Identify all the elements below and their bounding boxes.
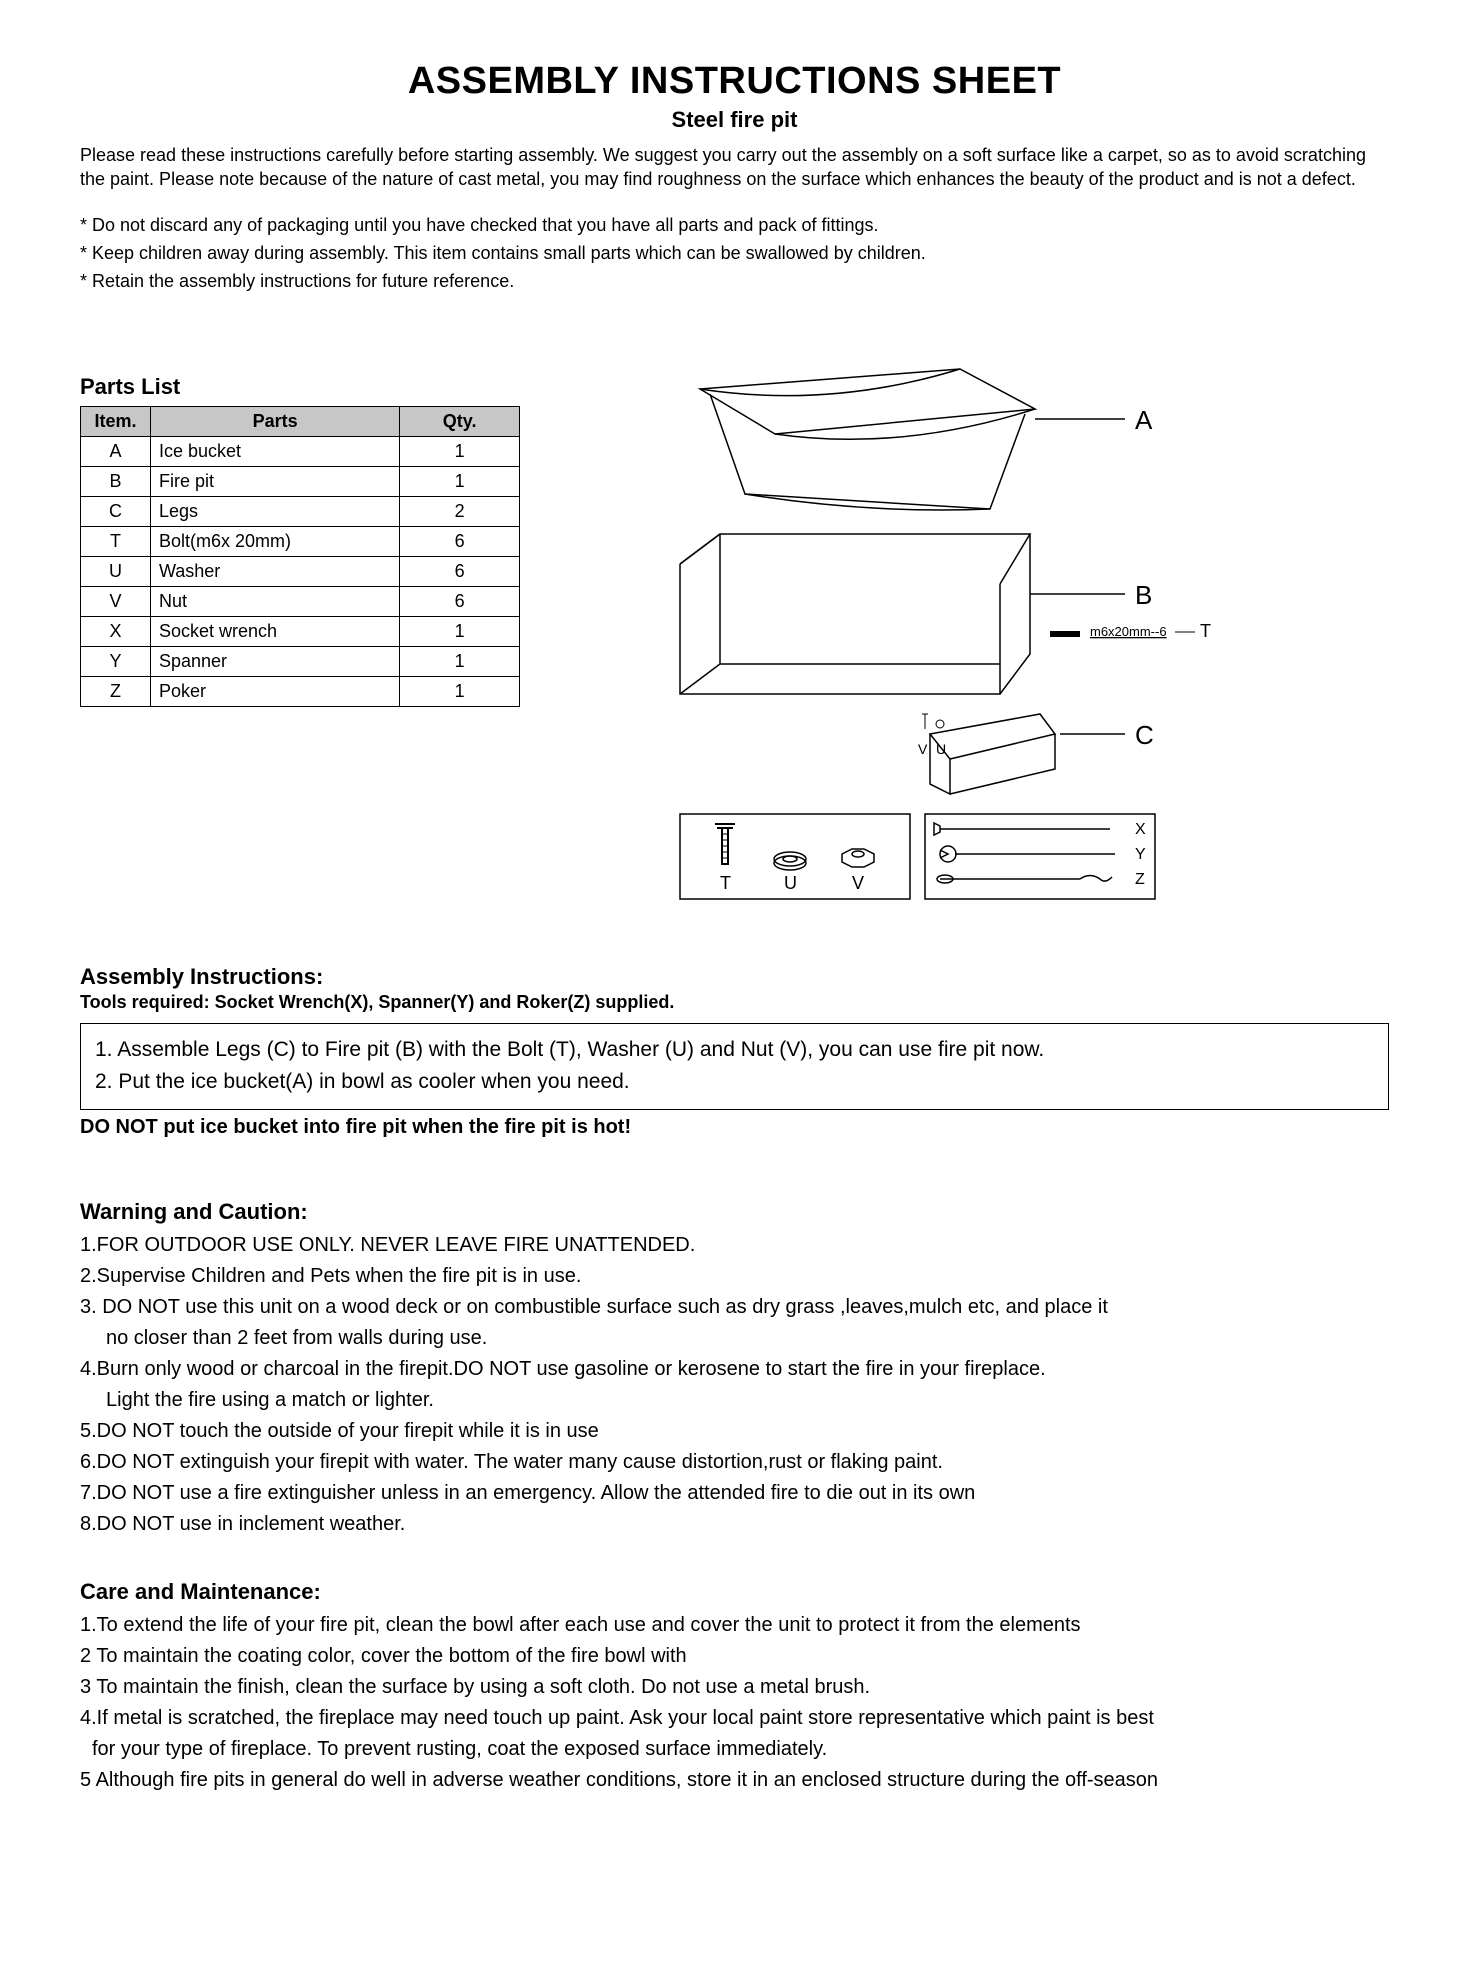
- label-v: V: [852, 873, 864, 893]
- steps-box: 1. Assemble Legs (C) to Fire pit (B) wit…: [80, 1023, 1389, 1110]
- page-subtitle: Steel fire pit: [80, 107, 1389, 133]
- list-line: no closer than 2 feet from walls during …: [80, 1324, 1389, 1353]
- assembly-heading: Assembly Instructions:: [80, 964, 1389, 990]
- parts-column: Parts List Item. Parts Qty. AIce bucket1…: [80, 334, 520, 707]
- list-line: for your type of fireplace. To prevent r…: [80, 1735, 1389, 1764]
- table-row: CLegs2: [81, 496, 520, 526]
- list-line: 4.If metal is scratched, the fireplace m…: [80, 1704, 1389, 1733]
- col-item: Item.: [81, 406, 151, 436]
- label-u: U: [784, 873, 797, 893]
- list-line: Light the fire using a match or lighter.: [80, 1386, 1389, 1415]
- middle-section: Parts List Item. Parts Qty. AIce bucket1…: [80, 334, 1389, 934]
- label-t-line: T: [1200, 621, 1211, 641]
- list-line: 2.Supervise Children and Pets when the f…: [80, 1262, 1389, 1291]
- label-z: Z: [1135, 871, 1145, 888]
- col-qty: Qty.: [400, 406, 520, 436]
- bullet: * Do not discard any of packaging until …: [80, 212, 1389, 238]
- label-b: B: [1135, 580, 1152, 610]
- list-line: 6.DO NOT extinguish your firepit with wa…: [80, 1448, 1389, 1477]
- parts-list-heading: Parts List: [80, 374, 520, 400]
- list-line: 1.To extend the life of your fire pit, c…: [80, 1611, 1389, 1640]
- label-x: X: [1135, 821, 1146, 838]
- list-line: 5 Although fire pits in general do well …: [80, 1766, 1389, 1795]
- page: ASSEMBLY INSTRUCTIONS SHEET Steel fire p…: [0, 0, 1469, 1980]
- table-row: UWasher6: [81, 556, 520, 586]
- table-row: BFire pit1: [81, 466, 520, 496]
- list-line: 2 To maintain the coating color, cover t…: [80, 1642, 1389, 1671]
- table-row: AIce bucket1: [81, 436, 520, 466]
- list-line: 5.DO NOT touch the outside of your firep…: [80, 1417, 1389, 1446]
- precaution-bullets: * Do not discard any of packaging until …: [80, 212, 1389, 294]
- list-line: 3. DO NOT use this unit on a wood deck o…: [80, 1293, 1389, 1322]
- step: 1. Assemble Legs (C) to Fire pit (B) wit…: [95, 1034, 1374, 1067]
- step: 2. Put the ice bucket(A) in bowl as cool…: [95, 1066, 1374, 1099]
- page-title: ASSEMBLY INSTRUCTIONS SHEET: [80, 60, 1389, 103]
- parts-table: Item. Parts Qty. AIce bucket1BFire pit1C…: [80, 406, 520, 707]
- bullet: * Keep children away during assembly. Th…: [80, 240, 1389, 266]
- tools-required: Tools required: Socket Wrench(X), Spanne…: [80, 992, 1389, 1013]
- label-a: A: [1135, 405, 1153, 435]
- diagram-column: A B m6x20mm--6: [580, 334, 1389, 934]
- label-c: C: [1135, 720, 1154, 750]
- label-v-small: V: [918, 741, 928, 757]
- col-parts: Parts: [150, 406, 399, 436]
- bullet: * Retain the assembly instructions for f…: [80, 268, 1389, 294]
- table-row: YSpanner1: [81, 646, 520, 676]
- label-y: Y: [1135, 846, 1146, 863]
- label-t: T: [720, 873, 731, 893]
- table-row: ZPoker1: [81, 676, 520, 706]
- warning-list: 1.FOR OUTDOOR USE ONLY. NEVER LEAVE FIRE…: [80, 1231, 1389, 1539]
- bolt-note: m6x20mm--6: [1090, 624, 1167, 639]
- warning-heading: Warning and Caution:: [80, 1199, 1389, 1225]
- intro-paragraph: Please read these instructions carefully…: [80, 143, 1389, 192]
- list-line: 1.FOR OUTDOOR USE ONLY. NEVER LEAVE FIRE…: [80, 1231, 1389, 1260]
- table-row: XSocket wrench1: [81, 616, 520, 646]
- list-line: 7.DO NOT use a fire extinguisher unless …: [80, 1479, 1389, 1508]
- label-u-small: U: [936, 741, 946, 757]
- list-line: 8.DO NOT use in inclement weather.: [80, 1510, 1389, 1539]
- list-line: 3 To maintain the finish, clean the surf…: [80, 1673, 1389, 1702]
- care-list: 1.To extend the life of your fire pit, c…: [80, 1611, 1389, 1795]
- table-row: TBolt(m6x 20mm)6: [81, 526, 520, 556]
- list-line: 4.Burn only wood or charcoal in the fire…: [80, 1355, 1389, 1384]
- hot-warning: DO NOT put ice bucket into fire pit when…: [80, 1116, 1389, 1139]
- table-row: VNut6: [81, 586, 520, 616]
- care-heading: Care and Maintenance:: [80, 1579, 1389, 1605]
- exploded-diagram: A B m6x20mm--6: [580, 334, 1389, 934]
